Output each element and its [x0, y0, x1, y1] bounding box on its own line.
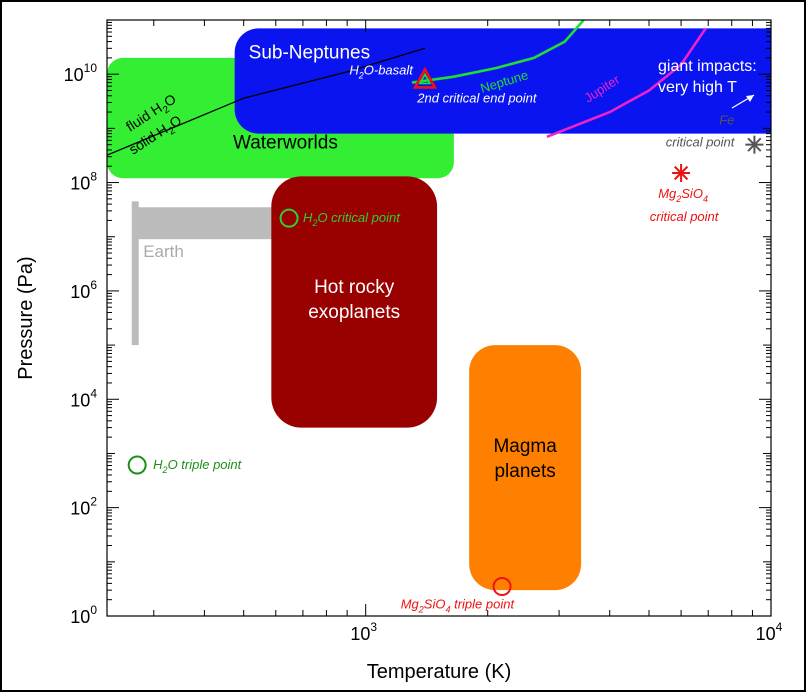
h2o-triple-marker [127, 455, 147, 475]
h2o-basalt-inner-marker [418, 72, 432, 85]
fe-critical-marker-stroke [747, 137, 762, 152]
neptune-curve [411, 20, 585, 84]
h2o-triple-label: H2O triple point [153, 457, 242, 475]
mg2sio4-triple-label: Mg2SiO4 triple point [401, 597, 516, 615]
giant-impacts-arrow-head [746, 95, 754, 102]
fe-critical-label-line2: critical point [666, 135, 736, 150]
mg2sio4-critical-label-line2: critical point [650, 209, 720, 224]
magma-label-line2: planets [494, 461, 555, 482]
subneptunes-label: Sub-Neptunes [249, 42, 370, 63]
earth-vertical-bar [131, 201, 139, 346]
hotrocky-label-line2: exoplanets [308, 302, 400, 323]
jupiter-curve [546, 27, 707, 139]
giant-impacts-label-line1: giant impacts: [658, 58, 757, 75]
giant-impacts-label-line2: very high T [658, 79, 737, 96]
mg2sio4-triple-marker [492, 577, 512, 597]
y-tick-label: 102 [70, 495, 97, 519]
subneptunes-region [234, 28, 771, 134]
curves-layer [107, 20, 707, 156]
mg2sio4-critical-marker [672, 164, 691, 183]
regions-layer [107, 28, 771, 591]
h2o-basalt-label-line2: 2nd critical end point [416, 90, 538, 105]
x-tick-label: 103 [350, 620, 377, 644]
y-tick-label: 108 [70, 170, 97, 194]
fe-critical-marker [745, 135, 764, 154]
mg2sio4-critical-marker-stroke [674, 165, 689, 181]
waterworlds-label: Waterworlds [233, 132, 338, 153]
x-tick-label: 104 [756, 620, 783, 644]
y-tick-label: 104 [70, 386, 97, 410]
fe-critical-label-line1: Fe [719, 113, 734, 128]
h2o-phase-curve [107, 47, 426, 156]
magma-label-line1: Magma [493, 436, 557, 457]
h2o-critical-marker [279, 208, 299, 228]
y-tick-label: 100 [70, 603, 97, 627]
points-layer [127, 66, 764, 597]
x-axis-label: Temperature (K) [367, 661, 512, 683]
hotrocky-label-line1: Hot rocky [314, 277, 395, 298]
plot-frame [106, 19, 772, 617]
y-tick-label: 1010 [64, 61, 98, 85]
h2o-basalt-marker [412, 66, 438, 89]
earth-label: Earth [143, 242, 184, 261]
y-tick-label: 106 [70, 278, 97, 302]
hotrocky-region [271, 176, 438, 428]
y-axis-label: Pressure (Pa) [15, 256, 37, 379]
h2o-critical-label: H2O critical point [303, 210, 401, 228]
h2o-basalt-label: H2O-basalt [349, 62, 414, 80]
earth-horizontal-bar [135, 207, 290, 240]
mg2sio4-critical-label: Mg2SiO4 [658, 186, 708, 204]
magma-region [469, 345, 582, 591]
axes-layer: 103 104 100 102 104 106 108 1010 Temperature (K)… [15, 19, 783, 683]
